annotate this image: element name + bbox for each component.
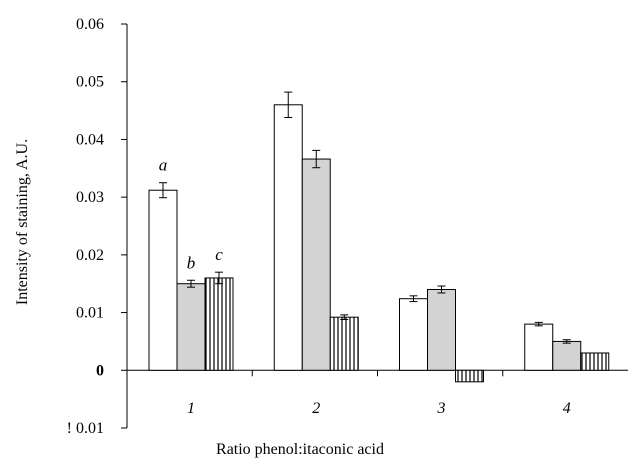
bar [399, 298, 428, 371]
bar [301, 158, 331, 371]
y-tick-label: 0.03 [76, 189, 104, 206]
bar [552, 340, 582, 371]
x-category-label: 2 [312, 400, 320, 417]
y-tick-label: 0 [96, 362, 104, 379]
error-bars [159, 91, 571, 344]
y-tick-label: ! 0.01 [67, 420, 104, 437]
bar-annotation-label: b [187, 253, 196, 272]
bar-annotation-label: a [159, 156, 168, 175]
bar-annotation-label: c [215, 245, 223, 264]
x-category-label: 4 [563, 400, 571, 417]
y-ticks: 0.06 0.05 0.04 0.03 0.02 0.01 0 ! 0.01 [67, 16, 504, 437]
y-tick-label: 0.04 [76, 131, 104, 148]
y-tick-label: 0.01 [76, 305, 104, 322]
bar [273, 104, 303, 371]
x-category-label: 3 [437, 400, 446, 417]
y-tick-label: 0.06 [76, 16, 104, 33]
category-labels: 1 2 3 4 [187, 400, 571, 417]
bar [455, 369, 484, 383]
x-axis-title: Ratio phenol:itaconic acid [216, 441, 384, 458]
bar [176, 283, 206, 371]
annotations: a b c [159, 156, 223, 273]
x-category-label: 1 [187, 400, 195, 417]
bar [204, 277, 234, 371]
y-axis-title: Intensity of staining, A.U. [14, 139, 31, 305]
bar [524, 323, 554, 371]
bar [148, 189, 178, 371]
bar [329, 316, 359, 371]
y-tick-label: 0.02 [76, 247, 104, 264]
bar [580, 352, 610, 371]
bar [427, 288, 456, 371]
bars [148, 104, 610, 383]
y-tick-label: 0.05 [76, 74, 104, 91]
